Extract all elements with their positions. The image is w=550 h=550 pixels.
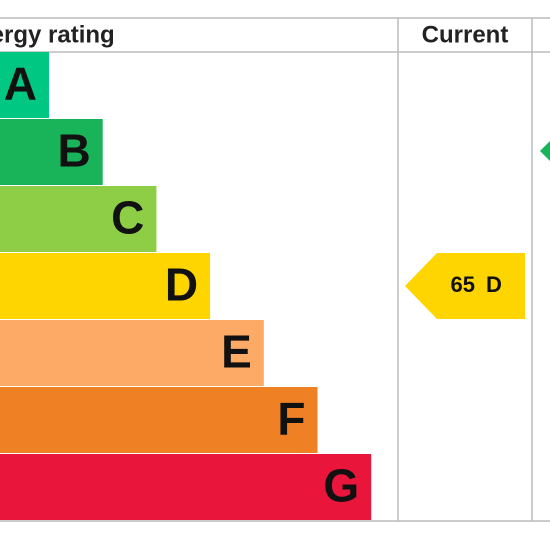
band	[0, 320, 264, 386]
band	[0, 52, 49, 118]
potential-arrow	[540, 141, 550, 161]
band-letter: E	[221, 326, 252, 378]
band	[0, 387, 318, 453]
band	[0, 119, 103, 185]
band-letter: F	[277, 393, 305, 445]
band-letter: A	[4, 58, 37, 110]
band-letter: D	[165, 259, 198, 311]
band-letter: G	[323, 460, 359, 512]
header-current: Current	[422, 21, 509, 48]
header-title: Energy rating	[0, 21, 115, 48]
band	[0, 186, 157, 252]
band-letter: B	[57, 125, 90, 177]
current-letter: D	[486, 272, 502, 297]
band-letter: C	[111, 192, 144, 244]
current-value: 65	[451, 272, 475, 297]
current-arrow	[405, 253, 525, 319]
band	[0, 253, 211, 319]
band	[0, 454, 372, 520]
